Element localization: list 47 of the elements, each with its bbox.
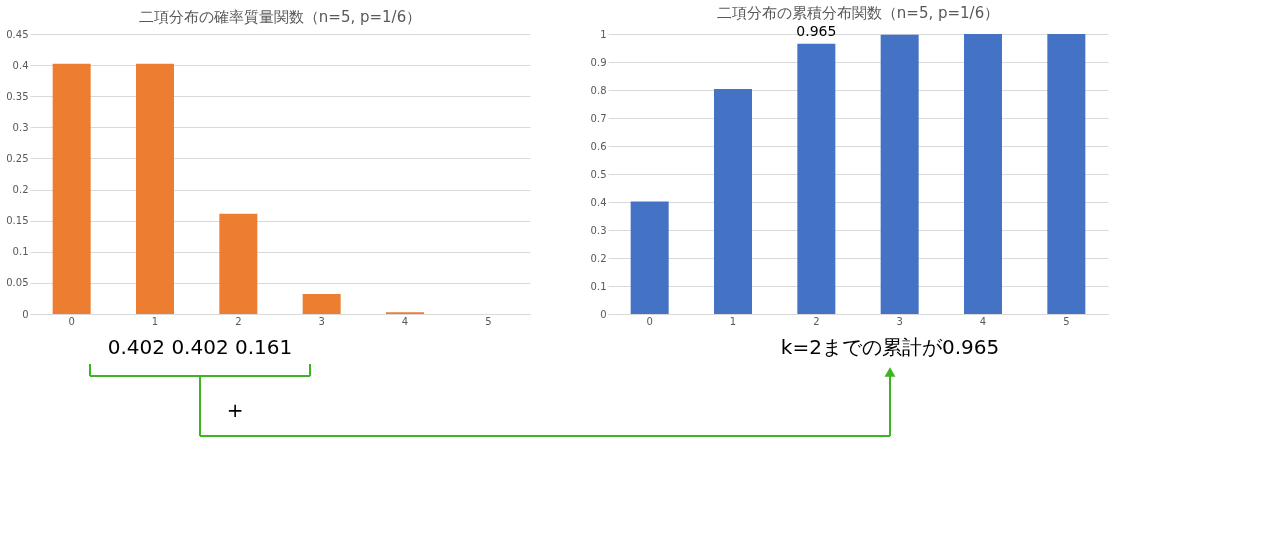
text: +: [226, 398, 244, 422]
bar: [714, 88, 752, 314]
y-tick-label: 0.1: [590, 280, 607, 292]
y-tick-label: 0.5: [590, 168, 607, 180]
x-tick-label: 4: [401, 315, 409, 327]
y-tick-label: 0.1: [12, 246, 29, 258]
bar: [630, 201, 669, 314]
x-tick-label: 1: [151, 315, 159, 327]
y-tick-label: 0.3: [12, 121, 29, 133]
y-tick-label: 0.45: [6, 28, 29, 40]
x-tick-label: 1: [729, 315, 737, 327]
y-tick-label: 0.35: [6, 90, 29, 102]
y-tick-label: 1: [600, 28, 607, 40]
x-tick-label: 4: [979, 315, 987, 327]
y-tick-label: 0.05: [6, 277, 29, 289]
x-tick-label: 5: [1063, 315, 1070, 327]
bar: [880, 34, 919, 314]
y-tick-label: 0.15: [6, 215, 29, 227]
x-tick-label: 0: [646, 315, 653, 327]
y-tick-label: 0.4: [12, 59, 29, 71]
bar: [136, 63, 174, 314]
y-tick-label: 0.2: [12, 184, 29, 196]
x-tick-label: 3: [896, 315, 903, 327]
bar: [52, 63, 91, 314]
x-tick-label: 0: [68, 315, 75, 327]
y-tick-label: 0.6: [590, 140, 607, 152]
bar: [964, 34, 1002, 314]
text: 0.402 0.402 0.161: [107, 335, 293, 359]
bar: [219, 213, 258, 314]
y-tick-label: 0.3: [590, 224, 607, 236]
y-tick-label: 0.25: [6, 152, 29, 164]
x-tick-label: 2: [235, 315, 242, 327]
y-tick-label: 0.2: [590, 252, 607, 264]
y-tick-label: 0.9: [590, 56, 607, 68]
y-tick-label: 0.7: [590, 112, 607, 124]
x-tick-label: 5: [485, 315, 492, 327]
chart-title: 二項分布の累積分布関数（n=5, p=1/6）: [716, 3, 1000, 22]
x-tick-label: 3: [318, 315, 325, 327]
data-label: 0.965: [796, 22, 837, 39]
text: k=2までの累計が0.965: [780, 335, 1000, 359]
y-tick-label: 0.4: [590, 196, 607, 208]
chart-title: 二項分布の確率質量関数（n=5, p=1/6）: [138, 8, 422, 26]
bar: [302, 294, 341, 314]
bar: [797, 43, 836, 314]
bar: [1047, 34, 1086, 314]
y-tick-label: 0.8: [590, 84, 607, 96]
x-tick-label: 2: [813, 315, 820, 327]
